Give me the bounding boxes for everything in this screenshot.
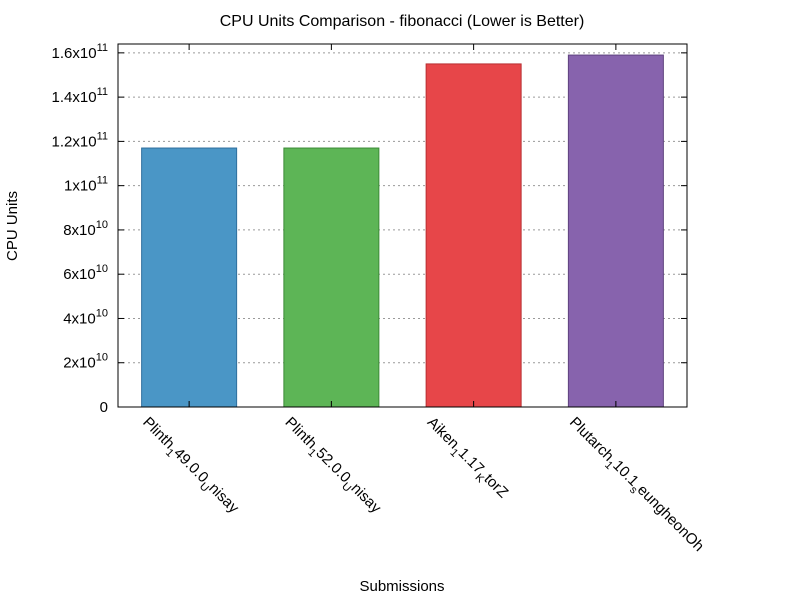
y-tick-label: 1.6x1011 bbox=[52, 42, 108, 62]
y-ticks: 0 2x1010 4x1010 6x1010 8x1010 1x1011 1.2x1011 1… bbox=[52, 42, 687, 416]
y-tick-label: 1.4x1011 bbox=[52, 86, 108, 106]
x-tick-label: Plutarch110.1seungheonOh bbox=[563, 414, 707, 558]
x-tick-labels: Plinth149.0.0Unisay Plinth152.0.0Unisay Ai… bbox=[136, 414, 707, 558]
x-axis-label: Submissions bbox=[359, 578, 444, 595]
y-axis-label: CPU Units bbox=[4, 191, 21, 261]
bar bbox=[141, 147, 238, 408]
y-tick-label: 0 bbox=[100, 399, 108, 416]
chart-title: CPU Units Comparison - fibonacci (Lower … bbox=[220, 13, 585, 30]
bar bbox=[283, 147, 380, 408]
y-tick-label: 6x1010 bbox=[63, 263, 108, 283]
x-tick-label: Plinth149.0.0Unisay bbox=[136, 414, 242, 520]
y-tick-label: 1x1011 bbox=[64, 175, 108, 195]
y-tick-label: 1.2x1011 bbox=[52, 130, 108, 150]
plot-frame bbox=[117, 43, 688, 408]
bar bbox=[425, 63, 522, 408]
bars bbox=[141, 54, 664, 408]
y-tick-label: 4x1010 bbox=[63, 307, 108, 327]
x-tick-label: Plinth152.0.0Unisay bbox=[279, 414, 385, 520]
x-tick-label: Aiken11.17KtorZ bbox=[421, 414, 511, 504]
y-tick-label: 8x1010 bbox=[63, 219, 108, 239]
bar bbox=[567, 54, 664, 408]
y-tick-label: 2x1010 bbox=[63, 352, 108, 372]
